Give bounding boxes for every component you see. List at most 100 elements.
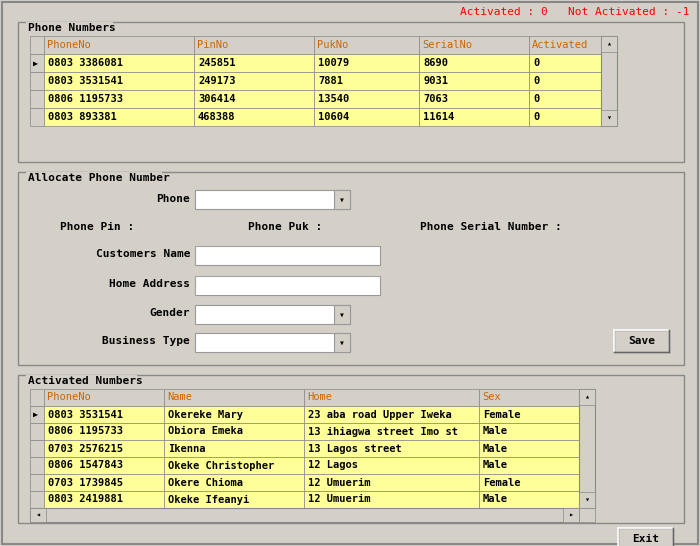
Bar xyxy=(479,406,579,423)
Text: 13540: 13540 xyxy=(318,94,349,104)
Bar xyxy=(479,389,579,406)
Text: Allocate Phone Number: Allocate Phone Number xyxy=(28,173,169,183)
Bar xyxy=(194,108,314,126)
Text: 10079: 10079 xyxy=(318,58,349,68)
Bar xyxy=(44,423,164,440)
Text: Name: Name xyxy=(167,393,192,402)
Text: Home: Home xyxy=(307,393,332,402)
Bar xyxy=(194,72,314,90)
Text: ▴: ▴ xyxy=(584,393,589,401)
Bar xyxy=(304,406,479,423)
Text: Male: Male xyxy=(483,426,508,436)
Bar xyxy=(164,474,304,491)
Text: ▶: ▶ xyxy=(33,410,38,419)
Text: Activated Numbers: Activated Numbers xyxy=(28,376,143,386)
Text: 0703 2576215: 0703 2576215 xyxy=(48,443,123,454)
Bar xyxy=(419,108,529,126)
Text: 249173: 249173 xyxy=(198,76,235,86)
Text: 7063: 7063 xyxy=(423,94,448,104)
Bar xyxy=(579,389,595,405)
Text: 0803 3531541: 0803 3531541 xyxy=(48,410,123,419)
Bar xyxy=(579,508,595,522)
Bar xyxy=(30,491,44,508)
Bar xyxy=(314,54,419,72)
Bar xyxy=(334,333,350,352)
Bar xyxy=(479,457,579,474)
Bar xyxy=(194,90,314,108)
Bar xyxy=(618,528,673,546)
Bar xyxy=(44,90,194,108)
Bar xyxy=(164,389,304,406)
Text: 0803 2419881: 0803 2419881 xyxy=(48,495,123,505)
Bar xyxy=(26,172,162,174)
Text: 0803 3386081: 0803 3386081 xyxy=(48,58,123,68)
Text: 0806 1547843: 0806 1547843 xyxy=(48,460,123,471)
Bar xyxy=(195,305,350,324)
Bar xyxy=(304,389,479,406)
Text: 7881: 7881 xyxy=(318,76,343,86)
Bar xyxy=(601,36,617,52)
Bar xyxy=(304,457,479,474)
Text: ▾: ▾ xyxy=(339,194,345,205)
Bar xyxy=(26,375,137,377)
Bar xyxy=(30,474,44,491)
Bar xyxy=(44,440,164,457)
Bar xyxy=(18,172,684,365)
Bar xyxy=(579,492,595,508)
Bar xyxy=(164,491,304,508)
Bar xyxy=(44,54,194,72)
Text: ▾: ▾ xyxy=(339,310,345,319)
Bar xyxy=(164,440,304,457)
Bar xyxy=(30,389,44,406)
Bar xyxy=(194,36,314,54)
Text: Activated: Activated xyxy=(532,40,588,50)
Text: Female: Female xyxy=(483,410,521,419)
Bar xyxy=(44,108,194,126)
Text: Sex: Sex xyxy=(482,393,500,402)
Bar xyxy=(479,491,579,508)
Bar xyxy=(44,457,164,474)
Bar xyxy=(44,491,164,508)
Bar xyxy=(529,36,601,54)
Bar xyxy=(529,90,601,108)
Text: 0: 0 xyxy=(533,76,539,86)
Bar xyxy=(195,246,380,265)
Text: Home Address: Home Address xyxy=(109,279,190,289)
Bar xyxy=(314,90,419,108)
Text: PukNo: PukNo xyxy=(317,40,349,50)
Bar xyxy=(529,54,601,72)
Text: Exit: Exit xyxy=(632,534,659,544)
Bar xyxy=(334,305,350,324)
Bar xyxy=(529,72,601,90)
Text: 9031: 9031 xyxy=(423,76,448,86)
Text: 0703 1739845: 0703 1739845 xyxy=(48,478,123,488)
Text: Okereke Mary: Okereke Mary xyxy=(168,410,243,419)
Bar xyxy=(419,54,529,72)
Text: 13 ihiagwa street Imo st: 13 ihiagwa street Imo st xyxy=(308,426,458,436)
Text: Gender: Gender xyxy=(150,308,190,318)
Bar xyxy=(419,36,529,54)
Text: Customers Name: Customers Name xyxy=(95,249,190,259)
Text: 12 Umuerim: 12 Umuerim xyxy=(308,478,370,488)
Text: ▾: ▾ xyxy=(339,337,345,347)
Bar xyxy=(479,440,579,457)
Bar xyxy=(18,22,684,162)
Bar xyxy=(479,474,579,491)
Text: 23 aba road Upper Iweka: 23 aba road Upper Iweka xyxy=(308,410,452,419)
Text: ▶: ▶ xyxy=(33,58,38,68)
Bar xyxy=(195,276,380,295)
Text: PhoneNo: PhoneNo xyxy=(47,393,91,402)
Bar xyxy=(314,72,419,90)
Text: PhoneNo: PhoneNo xyxy=(47,40,91,50)
Text: ◂: ◂ xyxy=(36,511,41,519)
Text: Male: Male xyxy=(483,495,508,505)
Bar xyxy=(30,72,44,90)
Bar xyxy=(44,474,164,491)
Text: ▸: ▸ xyxy=(568,511,573,519)
Text: 0806 1195733: 0806 1195733 xyxy=(48,426,123,436)
Bar xyxy=(304,440,479,457)
Bar xyxy=(334,190,350,209)
Bar xyxy=(304,474,479,491)
Text: Male: Male xyxy=(483,443,508,454)
Bar xyxy=(419,72,529,90)
